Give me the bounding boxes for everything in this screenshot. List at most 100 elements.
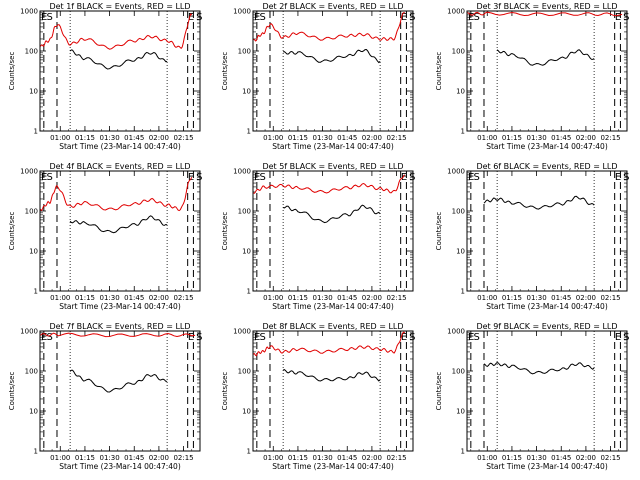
y-tick-label: 1000 <box>447 168 465 176</box>
lld-series-line <box>253 12 405 42</box>
y-tick-label: 1 <box>247 128 251 136</box>
x-axis-label: Start Time (23-Mar-14 00:47:40) <box>59 302 181 311</box>
y-axis-label: Counts/sec <box>435 212 443 251</box>
marker-letter-s: S <box>623 332 629 343</box>
y-tick-label: 1 <box>461 448 465 456</box>
x-tick-label: 02:00 <box>362 134 382 142</box>
x-tick-label: 01:30 <box>99 454 119 462</box>
x-tick-label: 01:00 <box>477 454 497 462</box>
y-tick-label: 10 <box>29 88 38 96</box>
y-tick-label: 1000 <box>233 328 251 336</box>
chart-panel: Det 3f BLACK = Events, RED = LLD 1 10 100 10… <box>435 2 629 151</box>
marker-letter-e: E <box>615 172 621 183</box>
marker-letter-s: S <box>259 332 265 343</box>
x-tick-label: 02:00 <box>576 454 596 462</box>
y-tick-label: 1 <box>34 448 38 456</box>
plot-frame <box>252 170 414 292</box>
y-axis-label: Counts/sec <box>435 52 443 91</box>
marker-letter-s: S <box>196 12 202 23</box>
chart-panel: Det 5f BLACK = Events, RED = LLD 1 10 100 10… <box>221 162 415 311</box>
x-tick-label: 01:30 <box>526 134 546 142</box>
x-tick-label: 02:00 <box>576 294 596 302</box>
plot-frame <box>466 10 628 132</box>
x-tick-label: 02:00 <box>362 294 382 302</box>
x-tick-label: 01:00 <box>477 294 497 302</box>
marker-letter-e: E <box>401 332 407 343</box>
marker-letter-e: E <box>401 12 407 23</box>
x-tick-label: 01:00 <box>477 134 497 142</box>
y-tick-label: 100 <box>25 368 38 376</box>
x-tick-label: 01:00 <box>263 294 283 302</box>
marker-letter-e: E <box>401 172 407 183</box>
x-tick-label: 01:30 <box>526 294 546 302</box>
x-axis-label: Start Time (23-Mar-14 00:47:40) <box>486 142 608 151</box>
chart-panel: Det 1f BLACK = Events, RED = LLD 1 10 100 10… <box>8 2 202 151</box>
chart-title: Det 8f BLACK = Events, RED = LLD <box>262 322 403 331</box>
y-tick-label: 10 <box>242 248 251 256</box>
x-tick-label: 01:30 <box>99 134 119 142</box>
y-axis-label: Counts/sec <box>8 52 16 91</box>
y-tick-label: 10 <box>29 408 38 416</box>
y-tick-label: 10 <box>456 408 465 416</box>
y-tick-label: 10 <box>456 88 465 96</box>
y-axis-label: Counts/sec <box>221 52 229 91</box>
y-tick-label: 1000 <box>20 328 38 336</box>
x-tick-label: 01:45 <box>337 134 357 142</box>
x-tick-label: 01:15 <box>502 454 522 462</box>
lld-series-line <box>253 331 406 357</box>
y-tick-label: 100 <box>452 208 465 216</box>
y-tick-label: 1 <box>247 448 251 456</box>
marker-letter-s: S <box>473 172 479 183</box>
y-tick-label: 1000 <box>447 328 465 336</box>
x-tick-label: 02:15 <box>386 294 406 302</box>
y-tick-label: 100 <box>452 48 465 56</box>
x-tick-label: 01:30 <box>312 454 332 462</box>
events-series-line <box>283 48 381 64</box>
marker-letter-s: S <box>46 332 52 343</box>
y-tick-label: 1 <box>34 128 38 136</box>
y-tick-label: 100 <box>238 48 251 56</box>
marker-letter-e: E <box>188 172 194 183</box>
x-tick-label: 01:15 <box>288 454 308 462</box>
y-axis-label: Counts/sec <box>221 372 229 411</box>
y-tick-label: 10 <box>242 88 251 96</box>
x-tick-label: 01:15 <box>502 294 522 302</box>
y-tick-label: 10 <box>456 248 465 256</box>
x-tick-label: 02:00 <box>149 134 169 142</box>
events-series-line <box>282 369 381 382</box>
y-tick-label: 1000 <box>20 168 38 176</box>
x-tick-label: 01:15 <box>75 134 95 142</box>
x-tick-label: 01:45 <box>551 454 571 462</box>
marker-letter-s: S <box>473 12 479 23</box>
x-tick-label: 02:15 <box>600 454 620 462</box>
plot-frame <box>466 170 628 292</box>
marker-letter-e: E <box>254 12 260 23</box>
plot-frame <box>252 10 414 132</box>
plot-frame <box>39 170 201 292</box>
marker-letter-e: E <box>41 332 47 343</box>
plot-frame <box>466 330 628 452</box>
chart-panel: Det 8f BLACK = Events, RED = LLD 1 10 100 10… <box>221 322 415 471</box>
marker-letter-e: E <box>468 332 474 343</box>
events-series-line <box>69 369 168 393</box>
chart-title: Det 1f BLACK = Events, RED = LLD <box>49 2 190 11</box>
x-tick-label: 01:15 <box>288 134 308 142</box>
marker-letter-e: E <box>468 172 474 183</box>
x-axis-label: Start Time (23-Mar-14 00:47:40) <box>486 462 608 471</box>
marker-letter-e: E <box>615 12 621 23</box>
y-axis-label: Counts/sec <box>221 212 229 251</box>
marker-letter-e: E <box>41 172 47 183</box>
marker-letter-s: S <box>623 172 629 183</box>
events-series-line <box>282 204 381 224</box>
x-tick-label: 02:15 <box>600 134 620 142</box>
marker-letter-s: S <box>196 332 202 343</box>
x-tick-label: 01:00 <box>263 454 283 462</box>
events-series-line <box>483 195 595 210</box>
marker-letter-s: S <box>46 12 52 23</box>
x-tick-label: 02:15 <box>386 134 406 142</box>
x-tick-label: 01:15 <box>288 294 308 302</box>
y-tick-label: 1 <box>461 128 465 136</box>
x-tick-label: 01:15 <box>75 454 95 462</box>
x-tick-label: 01:45 <box>124 134 144 142</box>
